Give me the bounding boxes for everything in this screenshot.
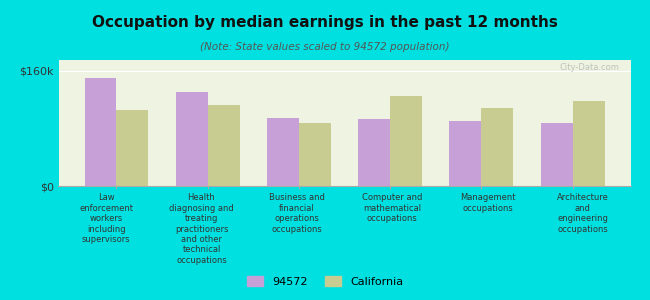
Text: Business and
financial
operations
occupations: Business and financial operations occupa…: [269, 194, 325, 234]
Bar: [358, 119, 390, 186]
Text: Occupation by median earnings in the past 12 months: Occupation by median earnings in the pas…: [92, 15, 558, 30]
Bar: [207, 105, 240, 186]
Bar: [573, 101, 604, 186]
Text: Law
enforcement
workers
including
supervisors: Law enforcement workers including superv…: [79, 194, 133, 244]
Bar: [390, 96, 422, 186]
Text: (Note: State values scaled to 94572 population): (Note: State values scaled to 94572 popu…: [200, 42, 450, 52]
Text: Health
diagnosing and
treating
practitioners
and other
technical
occupations: Health diagnosing and treating practitio…: [169, 194, 234, 265]
Bar: [267, 118, 299, 186]
Bar: [541, 123, 573, 186]
Bar: [449, 121, 482, 186]
Legend: 94572, California: 94572, California: [242, 272, 408, 291]
Text: Architecture
and
engineering
occupations: Architecture and engineering occupations: [557, 194, 609, 234]
Bar: [116, 110, 148, 186]
Text: Management
occupations: Management occupations: [460, 194, 515, 213]
Bar: [84, 78, 116, 186]
Bar: [299, 123, 331, 186]
Text: City-Data.com: City-Data.com: [559, 62, 619, 71]
Bar: [176, 92, 207, 186]
Bar: [482, 108, 514, 186]
Text: Computer and
mathematical
occupations: Computer and mathematical occupations: [362, 194, 422, 223]
